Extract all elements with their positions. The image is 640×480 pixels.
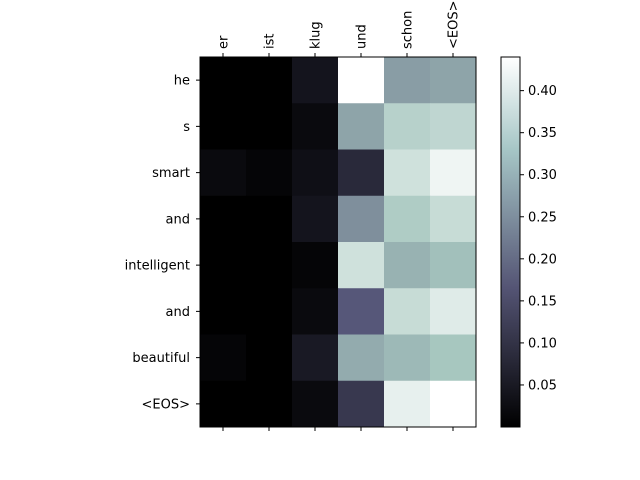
heatmap-cell (200, 57, 247, 104)
heatmap-cell (292, 149, 339, 197)
heatmap-cell (430, 334, 477, 382)
heatmap-cell (246, 149, 293, 197)
y-tick-label: he (174, 74, 190, 89)
colorbar (500, 56, 521, 428)
x-axis-bottom-ticks (222, 427, 454, 431)
heatmap-cell (338, 380, 385, 428)
colorbar-tick-label: 0.35 (528, 126, 557, 141)
colorbar-tick-label: 0.40 (528, 84, 557, 99)
heatmap-cell (292, 195, 339, 243)
heatmap-cell (200, 380, 247, 428)
heatmap-cell (430, 380, 477, 428)
x-tick-label: er (217, 35, 232, 49)
heatmap-cell (292, 242, 339, 289)
heatmap-cell (292, 288, 339, 335)
y-tick-label: <EOS> (142, 397, 190, 412)
heatmap-cell (292, 380, 339, 428)
heatmap-cell (384, 334, 431, 382)
heatmap-cell (430, 103, 477, 150)
colorbar-tick-label: 0.10 (528, 336, 557, 351)
colorbar-tick-label: 0.25 (528, 210, 557, 225)
heatmap-cell (200, 334, 247, 382)
heatmap-cell (384, 380, 431, 428)
colorbar-tick-label: 0.15 (528, 294, 557, 309)
heatmap-cell (430, 57, 477, 104)
heatmap-cell (338, 149, 385, 197)
heatmap-cell (246, 288, 293, 335)
heatmap-cell (292, 103, 339, 150)
heatmap-cell (384, 288, 431, 335)
y-tick-label: intelligent (125, 259, 190, 274)
heatmap-cell (338, 57, 385, 104)
y-tick-label: and (166, 305, 190, 320)
colorbar-axis: 0.05 0.10 0.15 0.20 0.25 0.30 0.35 0.40 (520, 84, 557, 393)
heatmap-cell (246, 242, 293, 289)
y-tick-label: beautiful (132, 351, 190, 366)
heatmap-cells (200, 57, 477, 428)
x-tick-label: <EOS> (447, 1, 462, 49)
heatmap-cell (384, 103, 431, 150)
heatmap-cell (200, 195, 247, 243)
heatmap-cell (338, 103, 385, 150)
heatmap-cell (384, 149, 431, 197)
heatmap-cell (292, 57, 339, 104)
heatmap-cell (200, 103, 247, 150)
y-tick-label: and (166, 212, 190, 227)
colorbar-tick-label: 0.20 (528, 252, 557, 267)
heatmap-cell (430, 242, 477, 289)
x-tick-label: schon (401, 11, 416, 49)
heatmap-cell (200, 288, 247, 335)
colorbar-tick-label: 0.30 (528, 168, 557, 183)
heatmap-cell (246, 195, 293, 243)
x-tick-label: und (355, 24, 370, 49)
heatmap-cell (338, 334, 385, 382)
heatmap-cell (430, 195, 477, 243)
heatmap-cell (338, 195, 385, 243)
heatmap-cell (246, 380, 293, 428)
heatmap-cell (200, 242, 247, 289)
heatmap-cell (430, 288, 477, 335)
heatmap-cell (384, 242, 431, 289)
heatmap-cell (338, 288, 385, 335)
heatmap-cell (338, 242, 385, 289)
x-tick-label: klug (309, 21, 324, 49)
heatmap-cell (384, 195, 431, 243)
heatmap-cell (384, 57, 431, 104)
y-tick-label: smart (152, 166, 190, 181)
y-tick-label: s (183, 120, 190, 135)
heatmap-cell (200, 149, 247, 197)
heatmap-cell (292, 334, 339, 382)
colorbar-tick-label: 0.05 (528, 378, 557, 393)
heatmap-frame (199, 56, 477, 428)
heatmap-cell (246, 334, 293, 382)
heatmap-cell (246, 103, 293, 150)
heatmap-cell (430, 149, 477, 197)
y-axis: he s smart and intelligent and beautiful <EOS> (125, 74, 200, 412)
heatmap-cell (246, 57, 293, 104)
x-tick-label: ist (263, 34, 278, 49)
x-axis-top: er ist klug und schon <EOS> (217, 1, 462, 57)
